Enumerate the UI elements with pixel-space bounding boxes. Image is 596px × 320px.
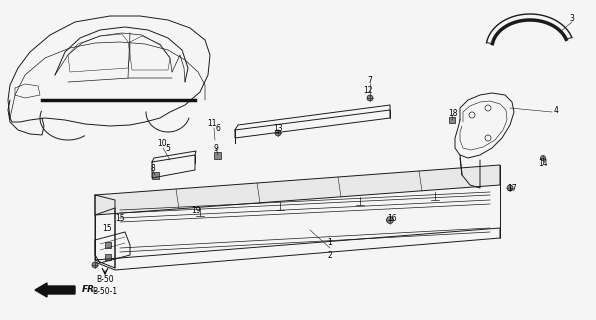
Text: B-50: B-50	[96, 276, 114, 284]
Circle shape	[367, 95, 373, 101]
Text: FR.: FR.	[82, 285, 98, 294]
Text: 1: 1	[328, 237, 333, 246]
Text: 14: 14	[538, 158, 548, 167]
Polygon shape	[105, 242, 111, 248]
Polygon shape	[105, 254, 111, 260]
Text: 10: 10	[157, 139, 167, 148]
Text: 6: 6	[216, 124, 221, 132]
Text: 2: 2	[328, 251, 333, 260]
Circle shape	[92, 262, 98, 268]
Text: 9: 9	[213, 143, 219, 153]
Text: 5: 5	[166, 143, 170, 153]
Text: B-50-1: B-50-1	[92, 287, 117, 297]
Text: 18: 18	[448, 108, 458, 117]
Polygon shape	[151, 172, 159, 179]
Circle shape	[275, 130, 281, 136]
Text: 11: 11	[207, 118, 217, 127]
Text: 17: 17	[507, 183, 517, 193]
Circle shape	[386, 217, 393, 223]
Polygon shape	[95, 165, 500, 215]
Text: 7: 7	[368, 76, 372, 84]
Text: 8: 8	[151, 164, 156, 172]
Text: 19: 19	[191, 205, 201, 214]
FancyArrow shape	[35, 283, 75, 297]
Circle shape	[507, 185, 513, 191]
Text: 15: 15	[102, 223, 112, 233]
Polygon shape	[215, 151, 222, 158]
Text: 16: 16	[387, 213, 397, 222]
Polygon shape	[449, 117, 455, 123]
Circle shape	[541, 156, 545, 161]
Text: 13: 13	[273, 124, 283, 132]
Text: 15: 15	[115, 213, 125, 222]
Text: 3: 3	[570, 13, 575, 22]
Text: 4: 4	[554, 106, 558, 115]
Text: 12: 12	[363, 85, 372, 94]
